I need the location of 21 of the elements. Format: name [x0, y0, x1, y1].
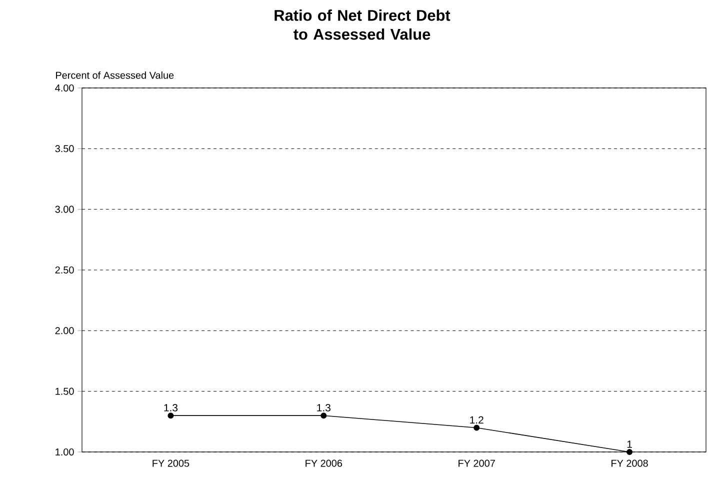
- y-tick-label: 1.50: [56, 388, 74, 395]
- point: [626, 448, 633, 455]
- point: [320, 412, 327, 419]
- x-tick-label: FY 2005: [152, 460, 190, 467]
- chart-title: Ratio of Net Direct Debt to Assessed Value: [274, 10, 450, 40]
- y-axis-title: Percent of Assessed Value: [56, 71, 174, 79]
- x-tick-label: FY 2007: [458, 460, 495, 467]
- x-tick-label: FY 2006: [306, 460, 342, 467]
- point: [474, 424, 480, 431]
- point: [168, 412, 174, 419]
- y-tick-label: 1.00: [56, 448, 74, 456]
- y-tick-label: 2.00: [55, 327, 74, 334]
- x-tick-label: FY 2008: [612, 460, 648, 467]
- y-tick-label: 4.00: [55, 84, 74, 92]
- y-tick-label: 2.50: [55, 266, 74, 274]
- data-label: 1: [627, 440, 632, 448]
- data-label: 1.3: [164, 404, 178, 412]
- y-tick-label: 3.50: [55, 145, 74, 152]
- data-label: 1.3: [317, 404, 330, 412]
- data-label: 1.2: [470, 416, 484, 424]
- y-tick-label: 3.00: [55, 206, 74, 213]
